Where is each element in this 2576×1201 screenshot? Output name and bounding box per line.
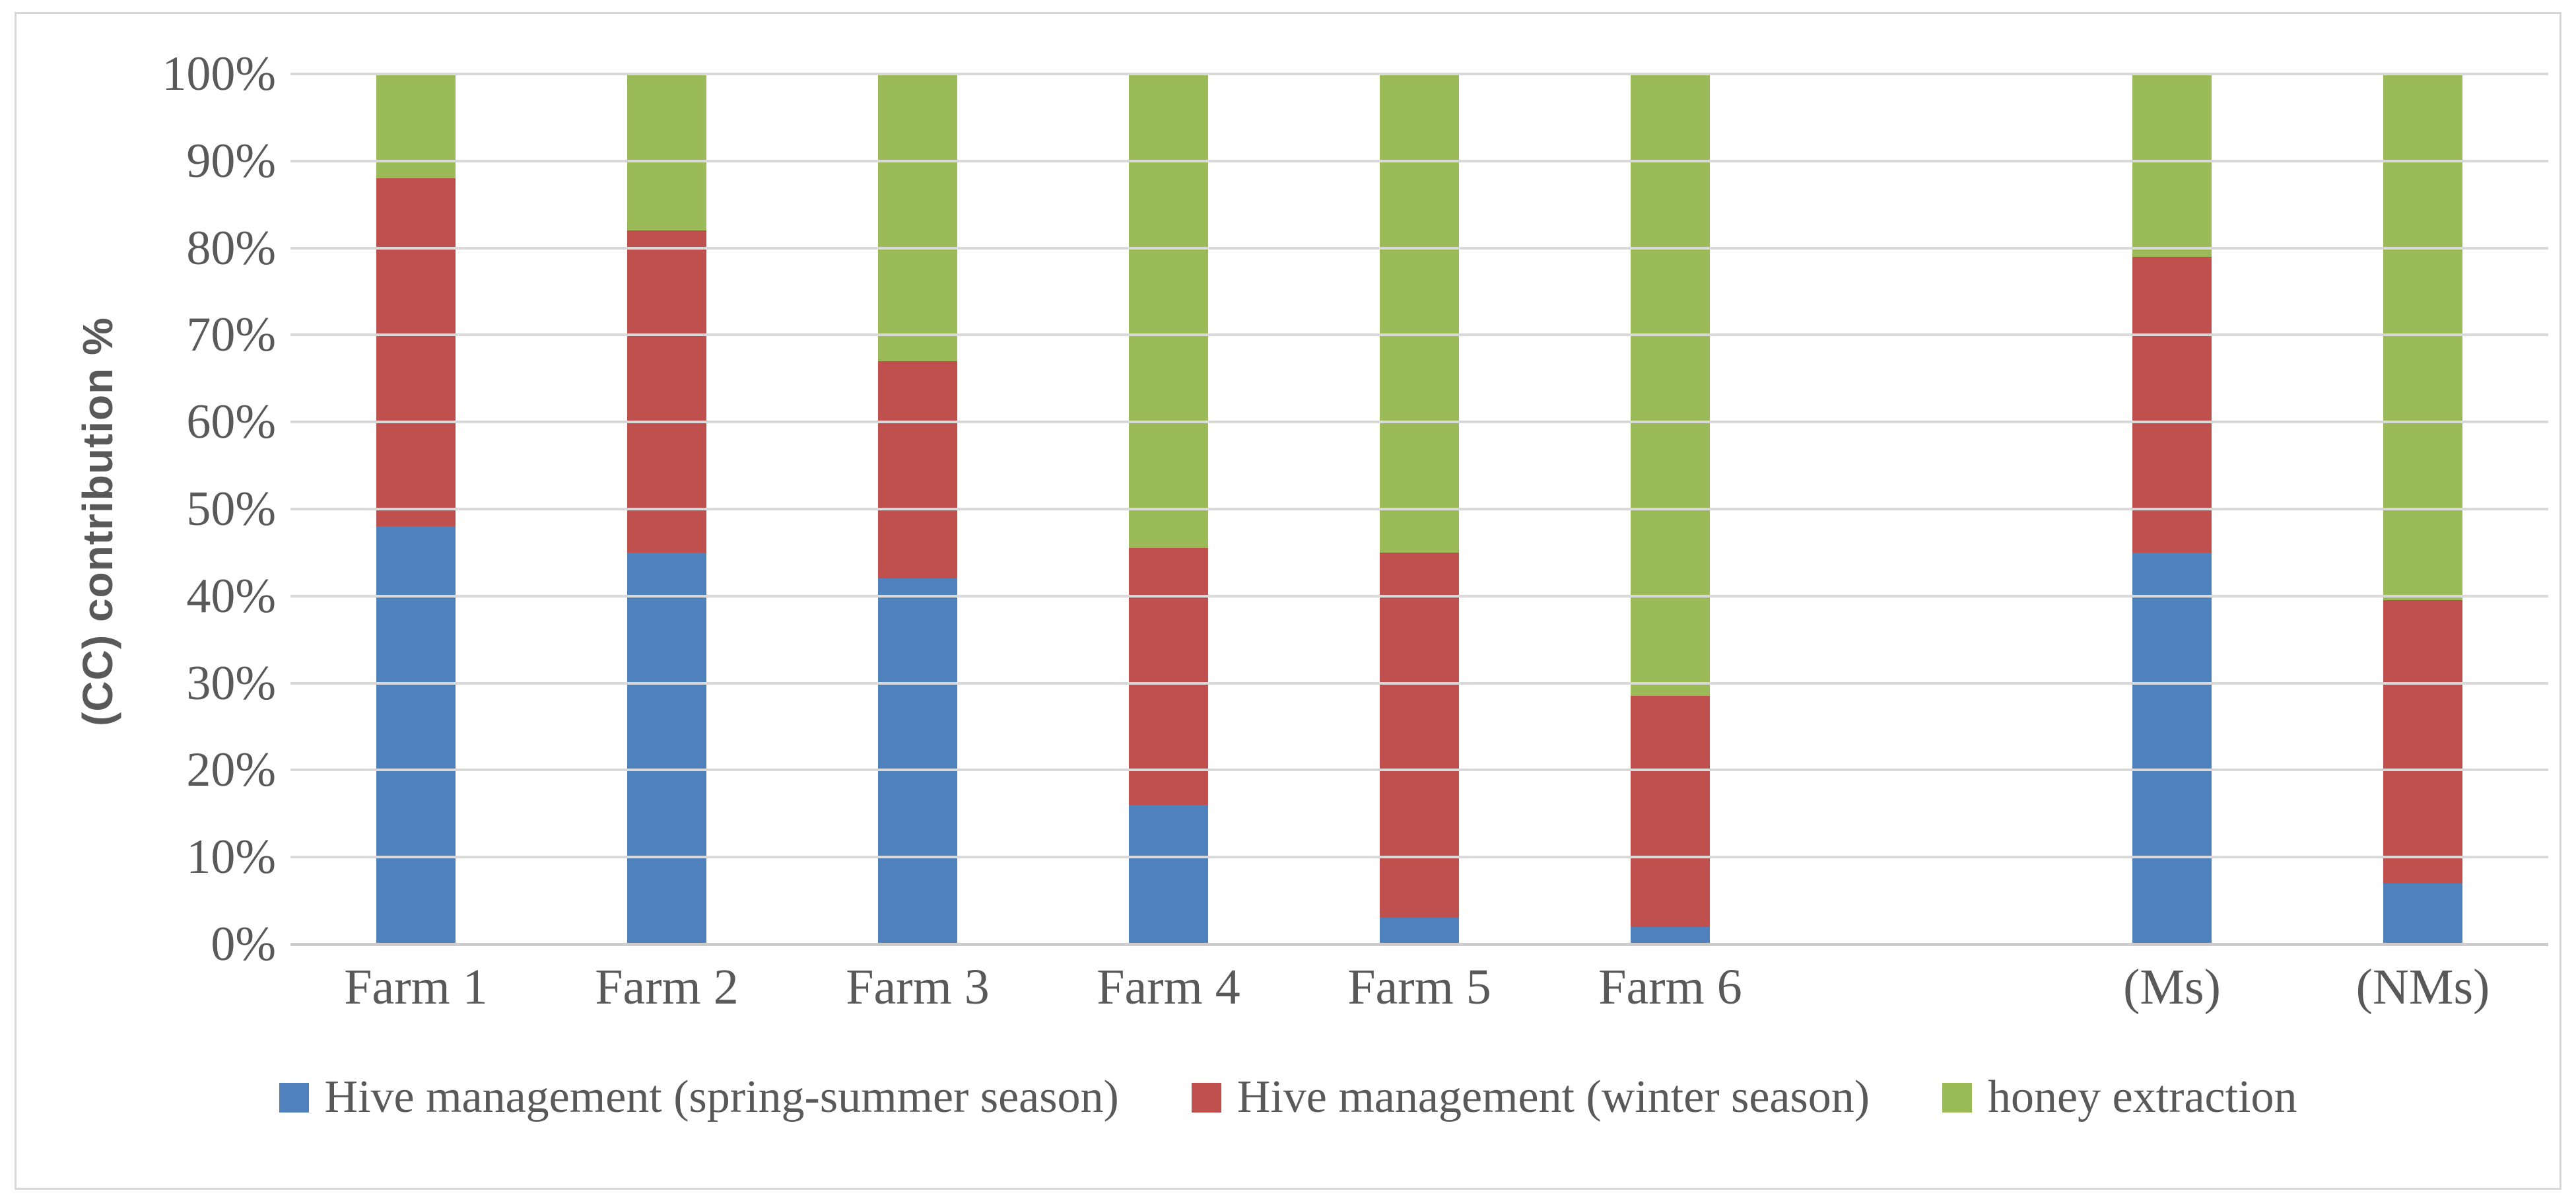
bar-column-farm4	[1043, 74, 1294, 944]
bar-segment	[2132, 256, 2212, 553]
x-label-empty	[1796, 959, 2047, 1015]
bar-segment	[2383, 883, 2462, 944]
bar-segment	[878, 74, 957, 361]
legend-item: Hive management (spring-summer season)	[279, 1071, 1119, 1124]
bar-column-ms	[2047, 74, 2297, 944]
y-tick-label: 60%	[186, 395, 276, 450]
bar-segment	[2132, 552, 2212, 944]
gridline-70%	[290, 333, 2548, 337]
legend-item: Hive management (winter season)	[1191, 1071, 1870, 1124]
legend-item: honey extraction	[1942, 1071, 2297, 1124]
gridline-100%	[290, 73, 2548, 75]
y-tick-label: 20%	[186, 743, 276, 798]
x-label-farm5: Farm 5	[1347, 959, 1491, 1015]
legend-label: honey extraction	[1988, 1072, 2297, 1122]
bar-segment	[878, 360, 957, 579]
bar-segment	[627, 230, 706, 553]
x-label-ms: (Ms)	[2123, 959, 2221, 1015]
bar-segment	[627, 552, 706, 944]
bar-column-farm3	[792, 74, 1043, 944]
bar-segment	[1380, 74, 1459, 553]
x-label-farm1: Farm 1	[344, 959, 488, 1015]
bar-segment	[627, 74, 706, 231]
y-tick-label: 50%	[186, 482, 276, 536]
legend-swatch-icon	[1191, 1082, 1221, 1113]
x-label-farm2: Farm 2	[595, 959, 739, 1015]
y-tick-label: 80%	[186, 221, 276, 275]
y-tick-label: 40%	[186, 568, 276, 623]
bar-segment	[376, 74, 456, 179]
stacked-bar	[1129, 74, 1208, 944]
plot-area	[290, 73, 2548, 946]
gridline-60%	[290, 421, 2548, 424]
gridline-30%	[290, 681, 2548, 685]
gridline-0%	[290, 943, 2548, 946]
bar-segment	[2132, 74, 2212, 257]
x-label-farm3: Farm 3	[846, 959, 990, 1015]
gridline-90%	[290, 159, 2548, 162]
y-tick-label: 70%	[186, 308, 276, 362]
y-tick-label: 100%	[162, 47, 276, 101]
bar-segment	[1631, 74, 1710, 697]
legend: Hive management (spring-summer season) Hi…	[0, 1071, 2576, 1124]
bar-segment	[1380, 918, 1459, 944]
bar-segment	[1129, 74, 1208, 549]
gridline-20%	[290, 769, 2548, 772]
legend-swatch-icon	[1942, 1082, 1973, 1113]
x-label-nms: (NMs)	[2356, 959, 2490, 1015]
legend-label: Hive management (spring-summer season)	[324, 1072, 1119, 1122]
bar-segment	[376, 526, 456, 944]
stacked-bar	[627, 74, 706, 944]
x-axis-category-labels: Farm 1 Farm 2 Farm 3 Farm 4 Farm 5 Farm 6 (Ms)…	[290, 959, 2548, 1015]
stacked-bar	[1631, 74, 1710, 944]
stacked-bar	[878, 74, 957, 944]
legend-label: Hive management (winter season)	[1237, 1072, 1870, 1122]
legend-swatch-icon	[279, 1082, 309, 1113]
bar-segment	[1631, 926, 1710, 944]
gridline-50%	[290, 508, 2548, 510]
y-tick-label: 90%	[186, 133, 276, 188]
gridline-80%	[290, 246, 2548, 250]
bar-segment	[376, 178, 456, 527]
y-axis-tick-labels: 100% 90% 80% 70% 60% 50% 40% 30% 20% 10% 0%	[0, 48, 276, 971]
bar-segment	[1129, 548, 1208, 806]
gridline-10%	[290, 856, 2548, 859]
y-tick-label: 30%	[186, 656, 276, 710]
bar-column-farm6	[1545, 74, 1796, 944]
gridline-40%	[290, 594, 2548, 598]
x-label-farm4: Farm 4	[1097, 959, 1240, 1015]
bar-column-farm2	[541, 74, 792, 944]
bar-segment	[2383, 600, 2462, 883]
bar-segment	[1631, 696, 1710, 927]
y-tick-label: 10%	[186, 830, 276, 885]
bar-segment	[1129, 805, 1208, 944]
stacked-bar	[2132, 74, 2212, 944]
bar-segment	[1380, 552, 1459, 918]
y-tick-label: 0%	[211, 917, 276, 971]
bar-segment	[878, 578, 957, 944]
x-label-farm6: Farm 6	[1598, 959, 1742, 1015]
bar-segment	[2383, 74, 2462, 601]
